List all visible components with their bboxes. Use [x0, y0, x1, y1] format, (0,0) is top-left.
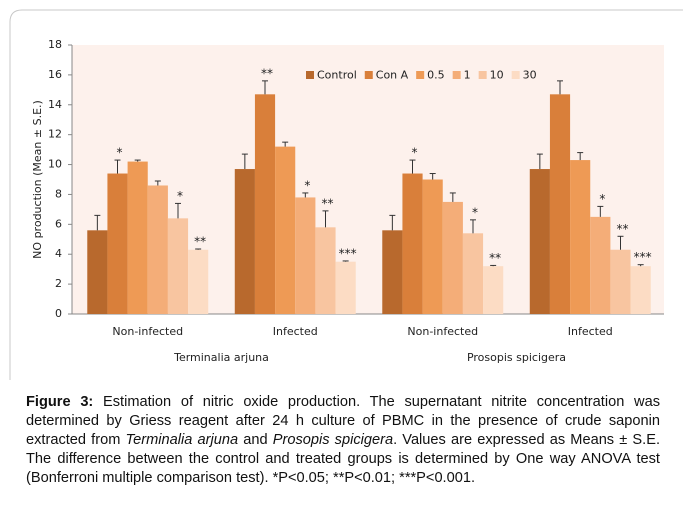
significance-label: **: [321, 196, 333, 210]
significance-label: *: [599, 192, 605, 206]
y-tick-label: 14: [48, 98, 62, 111]
y-tick-label: 18: [48, 38, 62, 51]
bar: [107, 173, 128, 314]
legend-label: 1: [464, 69, 471, 82]
y-axis-label: NO production (Mean ± S.E.): [31, 100, 44, 259]
bar: [570, 160, 591, 314]
legend-swatch: [364, 71, 373, 79]
legend-swatch: [478, 71, 487, 79]
bar: [188, 249, 209, 314]
bar: [549, 94, 571, 314]
bar: [630, 266, 651, 314]
bar: [87, 230, 108, 314]
bar: [442, 201, 463, 314]
significance-label: ***: [634, 250, 652, 264]
y-tick-label: 8: [55, 187, 62, 200]
caption: Figure 3: Estimation of nitric oxide pro…: [26, 393, 660, 488]
bar: [402, 173, 423, 314]
y-tick-label: 6: [55, 217, 62, 230]
legend-swatch: [452, 71, 461, 79]
y-tick-label: 10: [48, 158, 62, 171]
significance-label: **: [616, 222, 628, 236]
chart: 0 2 4 6 8 10 12 14 16 18 NO production (Mean ± S.E…: [9, 9, 683, 380]
caption-label: Figure 3:: [26, 394, 94, 410]
bar: [315, 227, 336, 314]
caption-text: Terminalia arjuna: [125, 432, 239, 448]
legend-swatch: [511, 71, 520, 79]
frame: [9, 9, 683, 380]
legend-label: Con A: [376, 69, 409, 82]
bar: [234, 169, 255, 314]
bar: [382, 230, 403, 314]
x-tick-label: Non-infected: [112, 325, 183, 338]
bar: [462, 233, 484, 314]
legend-swatch: [416, 71, 425, 79]
significance-label: ***: [339, 246, 357, 260]
bar: [590, 216, 611, 314]
significance-label: *: [472, 205, 478, 219]
caption-text: Estimation of nitric oxide production. T…: [26, 394, 660, 448]
significance-label: **: [489, 251, 501, 265]
significance-label: *: [412, 146, 418, 160]
bar: [483, 266, 504, 314]
significance-label: **: [261, 66, 273, 80]
legend-swatch: [306, 71, 314, 79]
x-tick-label: Non-infected: [407, 325, 478, 338]
x-tick-label: Infected: [273, 325, 318, 338]
legend-label: 0.5: [427, 69, 445, 82]
bar: [335, 261, 356, 314]
legend-label: Control: [317, 69, 357, 82]
y-tick-label: 2: [55, 277, 62, 290]
bar: [275, 146, 296, 314]
significance-label: **: [194, 234, 206, 248]
legend-label: 10: [490, 69, 504, 82]
caption-text: Prosopis spicigera: [272, 432, 394, 448]
caption-text: . Values are expressed as Means ± S.E. T…: [26, 432, 661, 486]
y-tick-label: 0: [55, 307, 62, 320]
bar: [167, 218, 189, 314]
bar: [529, 169, 550, 314]
bar: [147, 185, 168, 314]
significance-label: *: [177, 189, 183, 203]
legend-label: 30: [523, 69, 537, 82]
bar: [295, 197, 316, 314]
x-tick-label: Infected: [568, 325, 613, 338]
bar: [254, 94, 276, 314]
y-tick-label: 4: [55, 247, 62, 260]
group-label: Terminalia arjuna: [173, 351, 269, 364]
group-label: Prosopis spicigera: [467, 351, 566, 364]
bar: [127, 161, 148, 314]
y-tick-label: 16: [48, 68, 62, 81]
significance-label: *: [117, 146, 123, 160]
bar: [610, 249, 631, 314]
caption-text: and: [238, 432, 273, 448]
bar: [422, 179, 443, 314]
significance-label: *: [304, 178, 310, 192]
y-tick-label: 12: [48, 128, 62, 141]
